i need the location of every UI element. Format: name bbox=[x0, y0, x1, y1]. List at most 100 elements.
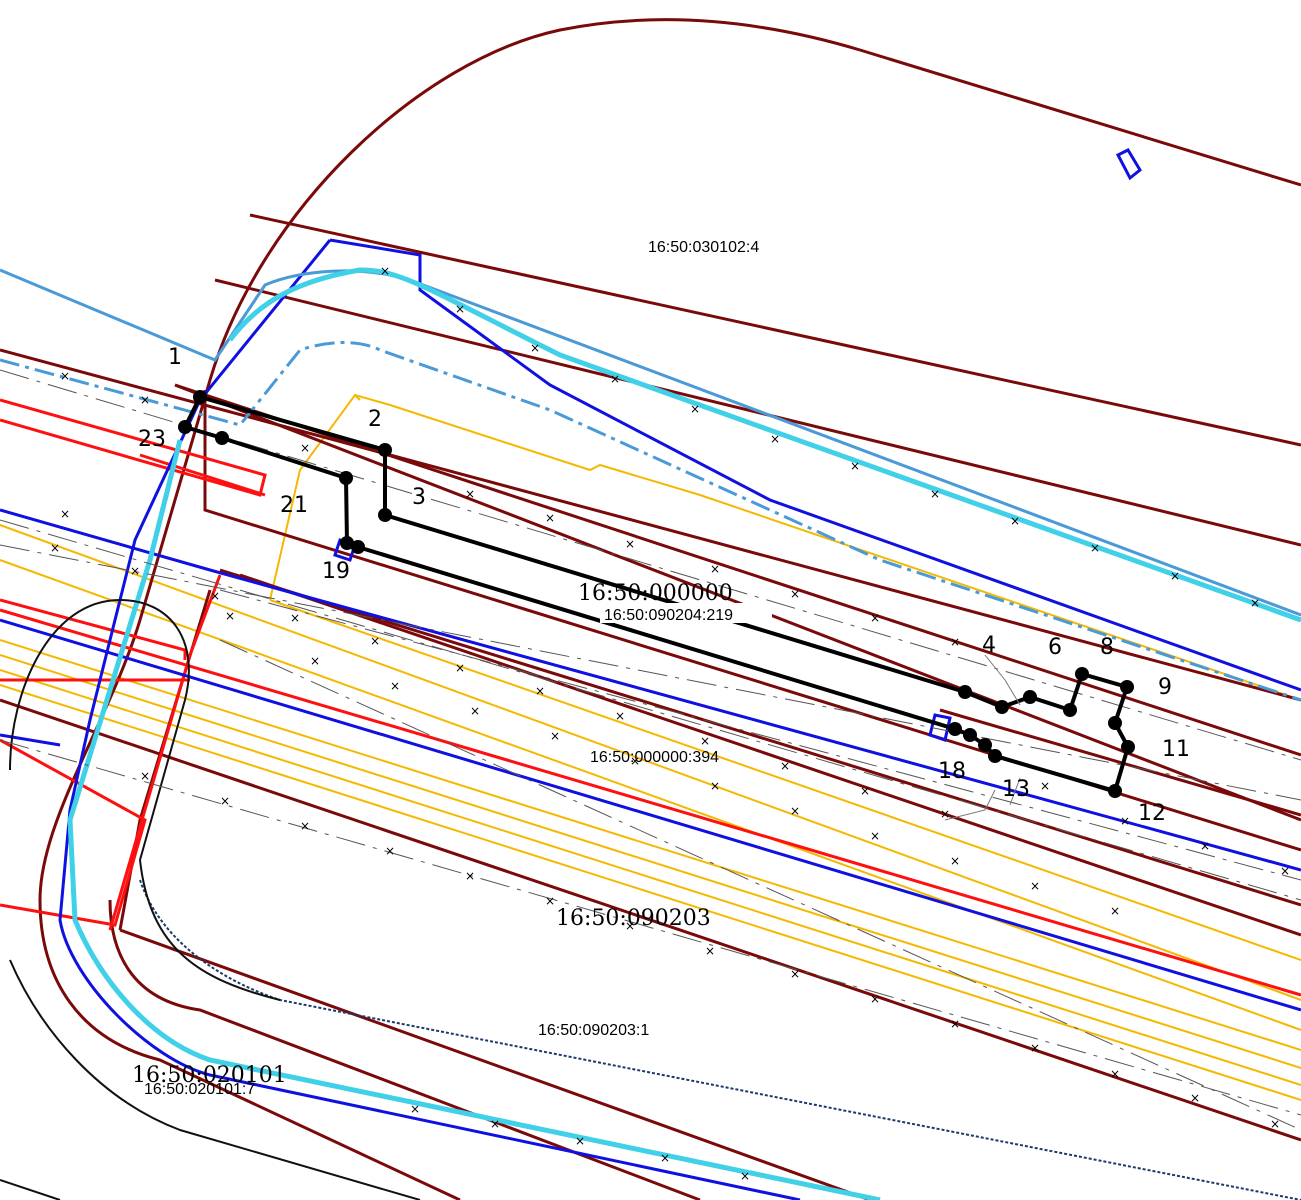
svg-text:×: × bbox=[1030, 879, 1040, 893]
svg-text:×: × bbox=[1010, 514, 1020, 528]
svg-text:×: × bbox=[455, 661, 465, 675]
svg-text:×: × bbox=[225, 609, 235, 623]
parcel-label-090204-219: 16:50:090204:219 bbox=[604, 607, 733, 624]
svg-text:×: × bbox=[1030, 1041, 1040, 1055]
parcel-label-030102-4: 16:50:030102:4 bbox=[648, 239, 759, 256]
point-label-18: 18 bbox=[938, 759, 966, 784]
svg-text:×: × bbox=[770, 432, 780, 446]
svg-text:×: × bbox=[1090, 541, 1100, 555]
point-label-4: 4 bbox=[982, 633, 996, 658]
svg-text:×: × bbox=[60, 369, 70, 383]
svg-text:×: × bbox=[950, 854, 960, 868]
svg-text:×: × bbox=[1190, 1091, 1200, 1105]
svg-text:×: × bbox=[610, 372, 620, 386]
point-label-13: 13 bbox=[1002, 777, 1030, 802]
point-labels: 1 2 3 4 6 8 9 11 12 13 18 19 21 23 bbox=[138, 345, 1190, 826]
svg-text:×: × bbox=[60, 507, 70, 521]
svg-text:×: × bbox=[290, 611, 300, 625]
svg-text:×: × bbox=[930, 487, 940, 501]
svg-text:×: × bbox=[530, 341, 540, 355]
blue-lines bbox=[0, 148, 1301, 1200]
point-label-11: 11 bbox=[1162, 737, 1190, 762]
x-markers: ××× ××× ××× ××× ××× ××× ××× ××× ××× ××× … bbox=[50, 264, 1290, 1183]
svg-text:×: × bbox=[1280, 864, 1290, 878]
svg-text:×: × bbox=[625, 919, 635, 933]
svg-text:×: × bbox=[1170, 569, 1180, 583]
leader-lines bbox=[944, 654, 1021, 821]
svg-text:×: × bbox=[940, 807, 950, 821]
svg-text:×: × bbox=[490, 1117, 500, 1131]
svg-text:×: × bbox=[790, 804, 800, 818]
label-background bbox=[600, 603, 772, 623]
svg-text:×: × bbox=[625, 537, 635, 551]
svg-text:×: × bbox=[310, 654, 320, 668]
point-label-6: 6 bbox=[1048, 635, 1062, 660]
svg-text:×: × bbox=[870, 829, 880, 843]
svg-text:×: × bbox=[790, 967, 800, 981]
svg-text:×: × bbox=[950, 1017, 960, 1031]
svg-text:×: × bbox=[210, 589, 220, 603]
svg-text:×: × bbox=[455, 302, 465, 316]
svg-text:×: × bbox=[690, 402, 700, 416]
yellow-lines bbox=[0, 393, 1301, 1101]
svg-text:×: × bbox=[390, 679, 400, 693]
svg-text:×: × bbox=[1120, 814, 1130, 828]
svg-text:×: × bbox=[300, 819, 310, 833]
svg-text:×: × bbox=[870, 992, 880, 1006]
svg-text:×: × bbox=[850, 459, 860, 473]
point-label-1: 1 bbox=[168, 345, 182, 370]
svg-text:×: × bbox=[860, 784, 870, 798]
svg-text:×: × bbox=[300, 441, 310, 455]
svg-text:×: × bbox=[410, 1102, 420, 1116]
svg-text:×: × bbox=[740, 1169, 750, 1183]
point-label-3: 3 bbox=[412, 485, 426, 510]
svg-text:×: × bbox=[370, 634, 380, 648]
svg-text:×: × bbox=[1200, 839, 1210, 853]
svg-text:×: × bbox=[545, 894, 555, 908]
svg-text:×: × bbox=[1040, 779, 1050, 793]
svg-text:×: × bbox=[710, 779, 720, 793]
svg-text:×: × bbox=[950, 635, 960, 649]
svg-text:×: × bbox=[700, 734, 710, 748]
maroon-boundaries bbox=[0, 18, 1301, 1200]
point-label-12: 12 bbox=[1138, 801, 1166, 826]
parcel-label-090203-1: 16:50:090203:1 bbox=[538, 1022, 649, 1039]
parcel-label-020101-7: 16:50:020101:7 bbox=[144, 1081, 255, 1098]
black-outline bbox=[0, 598, 421, 1200]
svg-text:×: × bbox=[1110, 1067, 1120, 1081]
svg-text:×: × bbox=[535, 684, 545, 698]
svg-text:×: × bbox=[780, 759, 790, 773]
svg-text:×: × bbox=[385, 844, 395, 858]
svg-text:×: × bbox=[630, 754, 640, 768]
svg-text:×: × bbox=[130, 564, 140, 578]
svg-text:×: × bbox=[380, 264, 390, 278]
point-label-2: 2 bbox=[368, 407, 382, 432]
parcel-label-020101-serif: 16:50:020101 bbox=[132, 1063, 287, 1088]
svg-text:×: × bbox=[1110, 904, 1120, 918]
svg-text:×: × bbox=[660, 1151, 670, 1165]
object-vertices bbox=[178, 390, 1135, 798]
svg-text:×: × bbox=[1250, 596, 1260, 610]
svg-text:×: × bbox=[545, 511, 555, 525]
svg-text:×: × bbox=[550, 729, 560, 743]
svg-text:×: × bbox=[575, 1134, 585, 1148]
parcel-label-090203-serif: 16:50:090203 bbox=[556, 906, 711, 931]
svg-text:×: × bbox=[1270, 1117, 1280, 1131]
point-label-9: 9 bbox=[1158, 675, 1172, 700]
parcel-label-000000-394: 16:50:000000:394 bbox=[590, 749, 719, 766]
point-label-8: 8 bbox=[1100, 635, 1114, 660]
svg-text:×: × bbox=[220, 794, 230, 808]
svg-text:×: × bbox=[470, 704, 480, 718]
svg-text:×: × bbox=[50, 541, 60, 555]
svg-text:×: × bbox=[465, 487, 475, 501]
point-label-19: 19 bbox=[322, 559, 350, 584]
point-label-21: 21 bbox=[280, 493, 308, 518]
svg-text:×: × bbox=[615, 709, 625, 723]
svg-text:×: × bbox=[140, 769, 150, 783]
svg-text:×: × bbox=[140, 393, 150, 407]
svg-text:×: × bbox=[790, 587, 800, 601]
svg-text:×: × bbox=[705, 944, 715, 958]
point-label-23: 23 bbox=[138, 427, 166, 452]
svg-text:×: × bbox=[465, 869, 475, 883]
